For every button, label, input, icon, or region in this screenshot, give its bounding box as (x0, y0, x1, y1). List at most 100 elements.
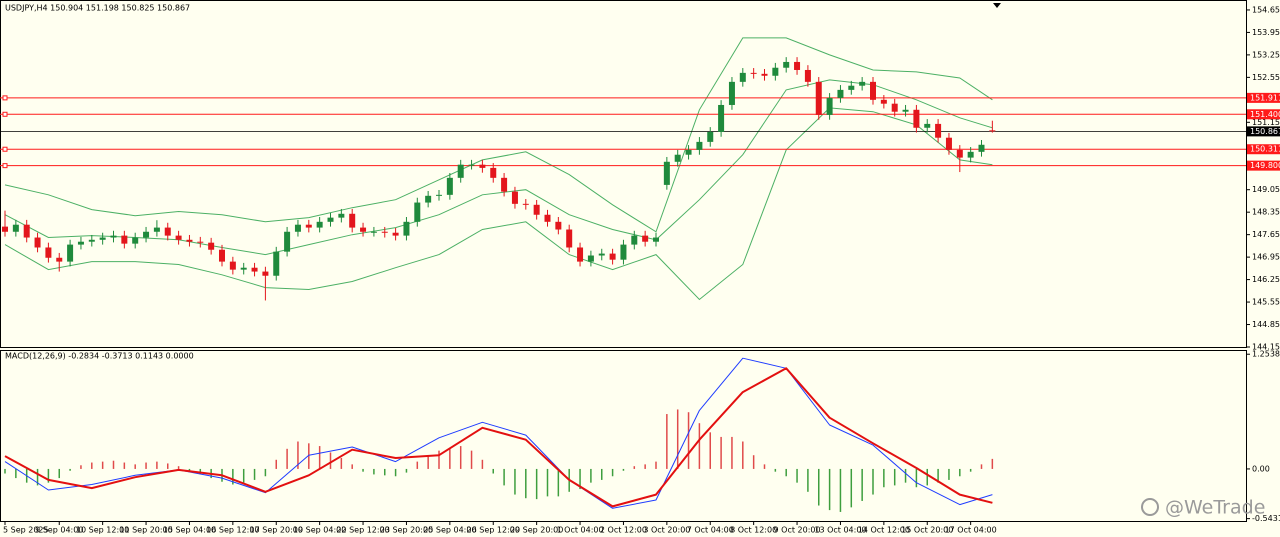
bollinger-upper (4, 37, 993, 233)
candle-body (143, 231, 150, 238)
x-tick-label: 15 Oct 20:00 (901, 526, 953, 535)
candle-body (739, 72, 746, 82)
y-tick-label: 144.150 (1252, 343, 1280, 352)
candle-body (533, 204, 540, 215)
macd-signal (4, 367, 993, 508)
y-tick-label: 152.550 (1252, 73, 1280, 82)
candle-body (273, 251, 280, 276)
candle-body (696, 141, 703, 150)
level-label-box (1247, 144, 1280, 155)
candle-body (826, 97, 833, 115)
candle-body (338, 213, 345, 218)
candle-body (392, 232, 399, 236)
candle-body (56, 257, 63, 262)
candle-body (370, 231, 377, 233)
candle-body (327, 217, 334, 222)
candle-body (642, 235, 649, 242)
x-tick-label: 19 Sep 04:00 (293, 526, 346, 535)
candle-body (587, 255, 594, 262)
x-tick-label: 22 Sep 12:00 (336, 526, 389, 535)
chart-header: USDJPY,H4 150.904 151.198 150.825 150.86… (5, 4, 190, 13)
candle-body (522, 203, 529, 205)
candle-body (620, 244, 627, 260)
x-tick-label: 10 Sep 12:00 (76, 526, 129, 535)
level-anchor (2, 163, 8, 169)
candle-body (685, 149, 692, 155)
candle-body (403, 221, 410, 236)
candle-body (880, 99, 887, 104)
candle-body (859, 81, 866, 86)
candle-body (164, 227, 171, 236)
x-tick-label: 25 Sep 04:00 (423, 526, 476, 535)
level-label-box (1247, 92, 1280, 103)
level-label: 151.911 (1250, 93, 1280, 102)
x-tick-label: 17 Sep 20:00 (250, 526, 303, 535)
x-tick-label: 1 Oct 04:00 (557, 526, 604, 535)
y-tick-label: 149.050 (1252, 185, 1280, 194)
y-tick-label: 148.350 (1252, 208, 1280, 217)
x-tick-label: 17 Oct 04:00 (945, 526, 997, 535)
watermark-text: @WeTrade (1165, 497, 1265, 519)
candle-body (609, 253, 616, 260)
candle-body (262, 271, 269, 276)
x-tick-label: 26 Sep 12:00 (467, 526, 520, 535)
y-tick-label: 147.650 (1252, 230, 1280, 239)
y-tick-label: 153.250 (1252, 50, 1280, 59)
candle-body (381, 231, 388, 233)
level-anchor (2, 146, 8, 152)
macd-y-tick-label: 0.00 (1252, 464, 1270, 473)
level-label: 151.400 (1250, 110, 1280, 119)
x-tick-label: 13 Oct 04:00 (814, 526, 866, 535)
macd-panel-frame (0, 350, 1247, 522)
candle-body (967, 151, 974, 158)
x-tick-label: 14 Oct 12:00 (858, 526, 910, 535)
candle-body (360, 227, 367, 232)
candle-body (153, 227, 160, 232)
candle-body (848, 85, 855, 90)
candle-body (110, 235, 117, 238)
candle-body (815, 81, 822, 115)
candle-body (718, 104, 725, 132)
candle-body (761, 73, 768, 76)
candle-body (935, 123, 942, 138)
candle-body (2, 226, 8, 232)
macd-header: MACD(12,26,9) -0.2834 -0.3713 0.1143 0.0… (5, 352, 194, 361)
candle-body (121, 235, 128, 244)
y-tick-label: 144.850 (1252, 320, 1280, 329)
candle-body (479, 164, 486, 168)
candle-body (891, 103, 898, 112)
x-tick-label: 3 Oct 20:00 (643, 526, 690, 535)
candle-body (457, 164, 464, 178)
candle-body (978, 144, 985, 152)
candle-body (34, 237, 41, 248)
candle-body (674, 154, 681, 162)
x-tick-label: 8 Oct 12:00 (730, 526, 777, 535)
candle-body (305, 224, 312, 228)
price-panel-frame (0, 0, 1247, 348)
x-tick-label: 11 Sep 20:00 (119, 526, 172, 535)
candle-body (956, 149, 963, 158)
candle-body (772, 67, 779, 76)
current-price-label: 150.867 (1250, 127, 1280, 136)
y-tick-label: 153.950 (1252, 28, 1280, 37)
x-tick-label: 29 Sep 20:00 (510, 526, 563, 535)
candle-body (555, 221, 562, 230)
candle-body (284, 231, 291, 252)
candle-body (294, 224, 301, 232)
y-tick-label: 146.250 (1252, 275, 1280, 284)
candle-body (414, 202, 421, 222)
candle-body (425, 195, 432, 203)
candle-body (544, 214, 551, 222)
x-tick-label: 23 Sep 20:00 (380, 526, 433, 535)
candle-body (663, 161, 670, 185)
x-tick-label: 16 Sep 12:00 (206, 526, 259, 535)
x-tick-label: 9 Sep 04:00 (35, 526, 83, 535)
candle-body (924, 123, 931, 128)
candle-body (653, 237, 659, 242)
candle-body (197, 241, 204, 243)
candle-body (707, 131, 714, 142)
candle-body (501, 177, 508, 192)
candle-body (490, 167, 497, 178)
